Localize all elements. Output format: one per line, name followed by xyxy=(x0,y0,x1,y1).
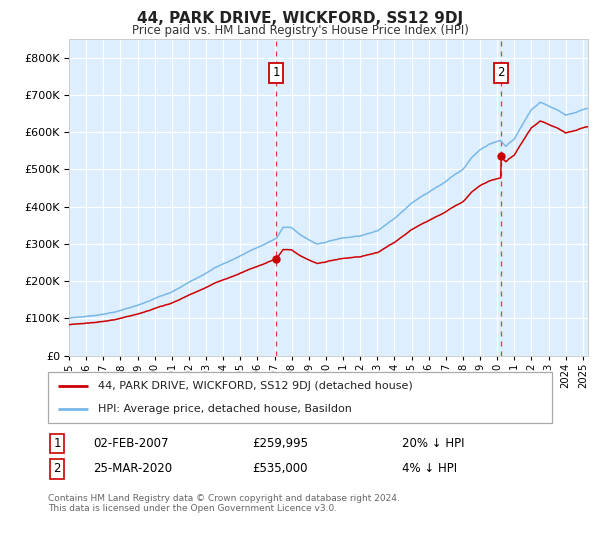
Text: 44, PARK DRIVE, WICKFORD, SS12 9DJ (detached house): 44, PARK DRIVE, WICKFORD, SS12 9DJ (deta… xyxy=(98,381,413,391)
Text: £259,995: £259,995 xyxy=(252,437,308,450)
Text: £535,000: £535,000 xyxy=(252,462,308,475)
Text: 20% ↓ HPI: 20% ↓ HPI xyxy=(402,437,464,450)
FancyBboxPatch shape xyxy=(48,372,552,423)
Text: 4% ↓ HPI: 4% ↓ HPI xyxy=(402,462,457,475)
Text: 1: 1 xyxy=(272,66,280,79)
Text: 44, PARK DRIVE, WICKFORD, SS12 9DJ: 44, PARK DRIVE, WICKFORD, SS12 9DJ xyxy=(137,11,463,26)
Text: Contains HM Land Registry data © Crown copyright and database right 2024.
This d: Contains HM Land Registry data © Crown c… xyxy=(48,494,400,514)
Text: HPI: Average price, detached house, Basildon: HPI: Average price, detached house, Basi… xyxy=(98,404,352,414)
Text: 2: 2 xyxy=(53,462,61,475)
Text: 25-MAR-2020: 25-MAR-2020 xyxy=(93,462,172,475)
Text: Price paid vs. HM Land Registry's House Price Index (HPI): Price paid vs. HM Land Registry's House … xyxy=(131,24,469,36)
Text: 02-FEB-2007: 02-FEB-2007 xyxy=(93,437,169,450)
Text: 1: 1 xyxy=(53,437,61,450)
Text: 2: 2 xyxy=(497,66,505,79)
